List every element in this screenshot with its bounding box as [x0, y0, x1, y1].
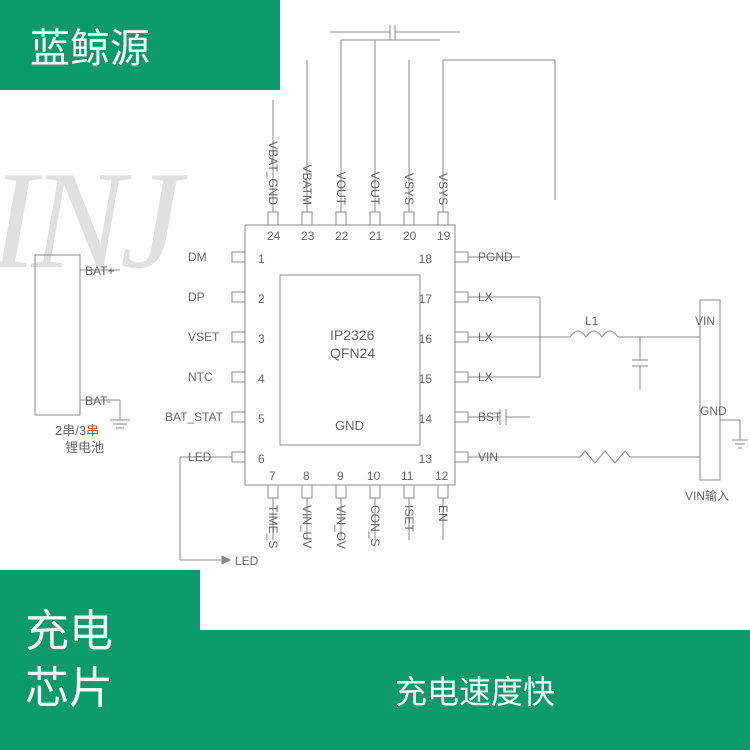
svg-text:ISET: ISET [402, 505, 416, 532]
svg-text:20: 20 [403, 229, 417, 243]
svg-text:4: 4 [258, 372, 265, 386]
svg-text:22: 22 [335, 229, 349, 243]
svg-text:14: 14 [419, 412, 433, 426]
chip-line1: 充电 [25, 603, 200, 660]
bat-pos: BAT+ [85, 264, 114, 278]
svg-text:EN: EN [436, 505, 450, 522]
ic-package: QFN24 [330, 345, 375, 361]
svg-text:2: 2 [258, 292, 265, 306]
svg-text:VOUT: VOUT [368, 172, 382, 206]
brand-text: 蓝鲸源 [30, 16, 150, 74]
svg-text:15: 15 [419, 372, 433, 386]
ic-part: IP2326 [330, 327, 375, 343]
svg-text:LX: LX [478, 290, 493, 304]
svg-text:17: 17 [419, 292, 433, 306]
watermark-text: INJ [0, 140, 177, 301]
ic-gnd: GND [335, 418, 364, 433]
svg-text:LX: LX [478, 330, 493, 344]
svg-text:LED: LED [188, 450, 212, 464]
slogan-band: 充电速度快 [200, 630, 750, 750]
svg-text:21: 21 [369, 229, 383, 243]
brand-header: 蓝鲸源 [0, 0, 280, 90]
svg-text:3: 3 [258, 332, 265, 346]
svg-text:VIN_OV: VIN_OV [334, 505, 348, 549]
svg-text:PGND: PGND [478, 250, 513, 264]
inductor-label: L1 [585, 314, 599, 328]
svg-text:NTC: NTC [188, 370, 213, 384]
svg-text:6: 6 [258, 452, 265, 466]
svg-text:VIN_UV: VIN_UV [300, 505, 314, 548]
svg-text:10: 10 [367, 469, 381, 483]
svg-text:8: 8 [303, 469, 310, 483]
svg-text:VIN: VIN [478, 450, 498, 464]
svg-text:CON_S: CON_S [368, 505, 382, 546]
svg-text:5: 5 [258, 412, 265, 426]
bat-caption2: 锂电池 [65, 440, 104, 455]
svg-text:DM: DM [188, 250, 207, 264]
svg-text:18: 18 [419, 252, 433, 266]
svg-text:23: 23 [301, 229, 315, 243]
slogan-text: 充电速度快 [395, 667, 555, 713]
svg-text:BAT_STAT: BAT_STAT [165, 410, 224, 424]
svg-text:LX: LX [478, 370, 493, 384]
svg-text:VBAT_GND: VBAT_GND [266, 141, 280, 205]
svg-text:13: 13 [419, 452, 433, 466]
svg-text:VSYS: VSYS [402, 173, 416, 205]
svg-text:12: 12 [435, 469, 449, 483]
svg-text:TIME_S: TIME_S [266, 505, 280, 548]
led-label: LED [235, 554, 259, 568]
bat-caption1: 2串/3串 [55, 423, 99, 438]
svg-text:VBATM: VBATM [300, 165, 314, 205]
svg-text:VSET: VSET [188, 330, 220, 344]
svg-text:24: 24 [267, 229, 281, 243]
chip-label-block: 充电 芯片 [0, 570, 200, 750]
vin-label: VIN [695, 314, 715, 328]
svg-text:11: 11 [401, 469, 414, 483]
svg-text:1: 1 [258, 252, 265, 266]
vin-input: VIN输入 [685, 488, 729, 503]
gnd-right: GND [700, 404, 727, 418]
svg-text:9: 9 [337, 469, 344, 483]
svg-text:DP: DP [188, 290, 205, 304]
svg-text:VSYS: VSYS [436, 173, 450, 205]
chip-line2: 芯片 [25, 660, 200, 717]
svg-text:16: 16 [419, 332, 433, 346]
svg-text:7: 7 [269, 469, 276, 483]
svg-text:VOUT: VOUT [334, 172, 348, 206]
bat-neg: BAT- [85, 394, 111, 408]
svg-text:19: 19 [437, 229, 451, 243]
svg-text:BST: BST [478, 410, 502, 424]
